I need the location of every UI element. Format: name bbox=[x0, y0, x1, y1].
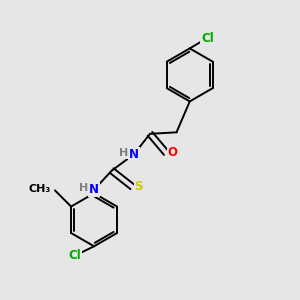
Text: N: N bbox=[129, 148, 139, 161]
Text: Cl: Cl bbox=[68, 249, 81, 262]
Text: H: H bbox=[79, 183, 88, 193]
Text: H: H bbox=[119, 148, 128, 158]
Text: O: O bbox=[168, 146, 178, 159]
Text: N: N bbox=[89, 183, 99, 196]
Text: Cl: Cl bbox=[201, 32, 214, 45]
Text: CH₃: CH₃ bbox=[28, 184, 50, 194]
Text: S: S bbox=[135, 180, 143, 193]
